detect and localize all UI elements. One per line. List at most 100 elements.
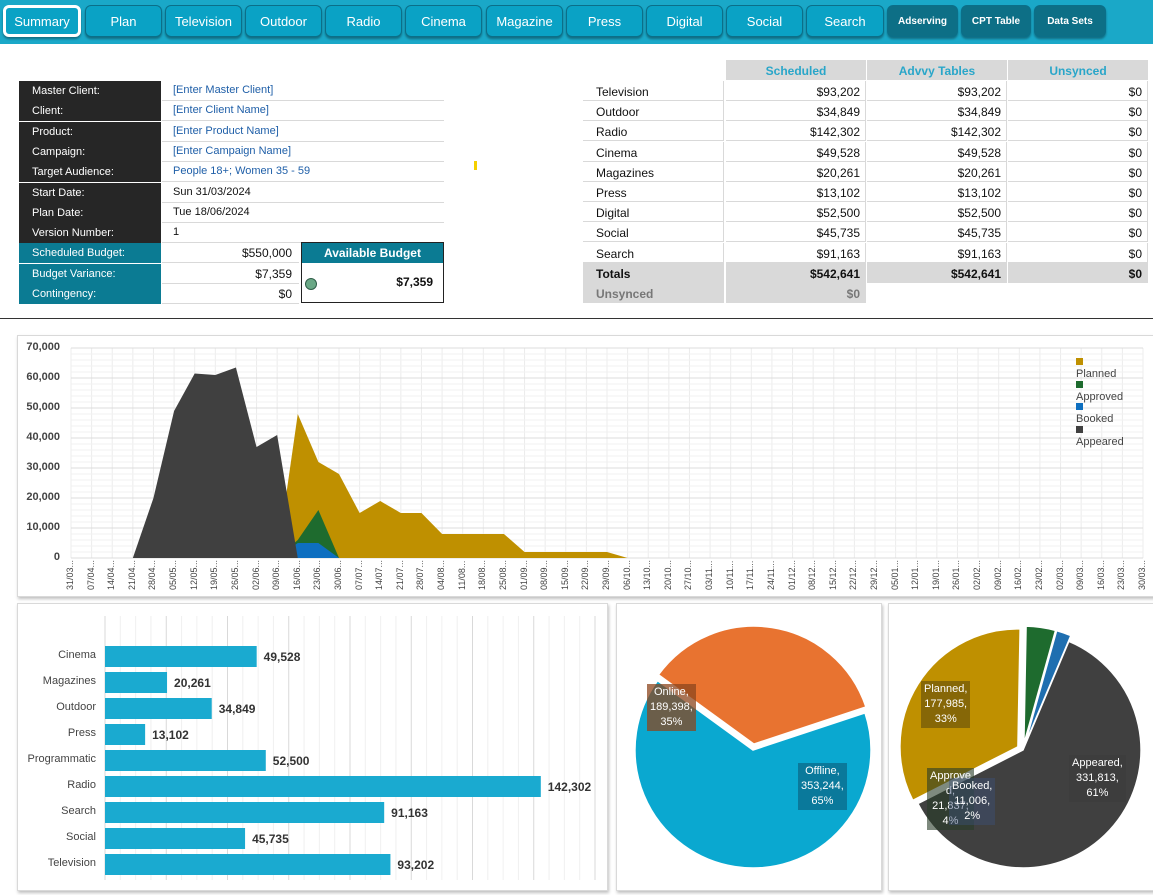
x-tick-label: 14/04... [106,559,117,590]
channel-scheduled-value: $93,202 [726,81,866,101]
x-tick-label: 30/06... [333,559,343,590]
info-value: $7,359 [162,264,299,284]
y-tick-label: 60,000 [26,371,60,383]
x-tick-label: 04/08... [436,559,447,590]
pie-slice-label: Offline, 353,244, 65% [798,763,847,810]
info-row: Product: [Enter Product Name] [19,121,444,142]
pie-label-line: 177,985, [924,698,968,710]
x-tick-label: 23/02... [1033,559,1044,590]
tab-cinema[interactable]: Cinema [405,5,482,37]
info-value: Sun 31/03/2024 [162,183,444,203]
tab-television[interactable]: Television [165,5,242,37]
info-value[interactable]: [Enter Client Name] [162,101,444,122]
info-value[interactable]: [Enter Campaign Name] [162,142,444,162]
x-tick-label: 26/05... [229,559,240,590]
bar-category-label: Social [66,831,96,843]
online-offline-pie-panel: Online, 189,398, 35% Offline, 353,244, 65% [616,603,882,891]
channel-name: Magazines [583,161,724,182]
x-tick-label: 18/08... [477,559,488,590]
tab-plan[interactable]: Plan [85,5,162,37]
channel-name: Digital [583,202,724,223]
x-tick-label: 05/01... [889,559,900,590]
bar-magazines [105,672,168,693]
x-tick-label: 19/01... [930,559,941,590]
channel-advvy-value: $49,528 [867,141,1007,162]
tab-social[interactable]: Social [726,5,803,37]
status-pie-chart [899,625,1142,869]
status-pie-panel: Planned, 177,985, 33% Approve d, 21,837, 4% Boo… [888,603,1153,891]
tab-adserving[interactable]: Adserving [887,5,958,37]
y-tick-label: 30,000 [26,461,60,473]
channel-advvy-value: $91,163 [867,242,1007,263]
tab-summary[interactable]: Summary [3,5,81,37]
channel-advvy-value: $142,302 [867,121,1007,142]
x-tick-label: 28/07... [415,559,426,590]
bar-category-label: Radio [67,779,96,791]
x-tick-label: 08/12... [807,559,818,590]
info-label: Plan Date: [19,202,161,223]
tab-outdoor[interactable]: Outdoor [245,5,322,37]
pie-label-line: Planned, [924,683,968,695]
info-row: Master Client: [Enter Master Client] [19,81,444,101]
info-label: Campaign: [19,141,161,162]
legend-swatch [1076,425,1083,433]
bar-television [105,854,391,875]
tab-digital[interactable]: Digital [646,5,723,37]
pie-slice-approved [1023,625,1057,745]
pie-label-line: Offline, [805,765,840,777]
info-label: Client: [19,101,161,122]
column-header: Unsynced [1008,60,1148,80]
bar-radio [105,776,541,797]
available-budget-label: Available Budget [302,243,443,263]
x-tick-label: 28/04... [147,559,158,590]
budget-status-icon [305,278,317,290]
x-tick-label: 14/07... [374,559,385,590]
pie-slice-online [657,625,867,745]
info-value[interactable]: People 18+; Women 35 - 59 [162,162,444,183]
totals-label: Totals [583,262,724,283]
available-budget-box: Available Budget $7,359 [301,242,444,303]
area-series-planned [277,414,628,558]
x-tick-label: 08/09... [539,559,550,590]
x-tick-label: 26/01... [951,559,962,590]
x-tick-label: 12/05... [188,559,199,590]
x-tick-label: 24/11... [765,560,776,590]
x-tick-label: 05/05... [168,559,179,590]
y-tick-label: 70,000 [26,341,60,353]
bar-search [105,802,385,823]
x-tick-label: 06/10... [621,559,632,590]
channel-name: Television [583,81,724,101]
x-tick-label: 12/01... [910,559,921,590]
tab-radio[interactable]: Radio [325,5,402,37]
x-tick-label: 21/07... [394,559,405,590]
x-tick-label: 22/12... [848,559,859,590]
bar-category-label: Television [47,857,96,869]
tab-press[interactable]: Press [566,5,643,37]
info-row: Target Audience: People 18+; Women 35 - 5… [19,162,444,183]
info-value[interactable]: [Enter Master Client] [162,81,444,101]
channel-advvy-value: $13,102 [867,182,1007,202]
channel-unsynced-value: $0 [1008,182,1148,202]
tab-search[interactable]: Search [806,5,884,37]
x-tick-label: 23/03... [1116,559,1127,590]
y-tick-label: 50,000 [26,401,60,413]
x-tick-label: 30/03... [1137,559,1147,590]
legend-item-appeared: Appeared [1076,424,1124,448]
x-tick-label: 09/06... [271,559,282,590]
tab-data-sets[interactable]: Data Sets [1034,5,1106,37]
section-divider [0,318,1153,319]
info-value[interactable]: [Enter Product Name] [162,122,444,142]
legend-label: Planned [1076,368,1117,380]
info-row: Plan Date: Tue 18/06/2024 [19,202,444,223]
tab-cpt-table[interactable]: CPT Table [961,5,1031,37]
info-row: Client: [Enter Client Name] [19,101,444,122]
channel-name: Social [583,222,724,243]
bar-value-label: 142,302 [547,780,592,794]
x-tick-label: 03/11... [704,560,715,590]
tab-magazine[interactable]: Magazine [486,5,563,37]
bar-press [105,724,146,745]
channel-unsynced-value: $0 [1008,141,1148,162]
x-tick-label: 10/11... [724,560,735,590]
x-tick-label: 01/09... [518,559,529,590]
bar-category-label: Programmatic [27,753,96,765]
